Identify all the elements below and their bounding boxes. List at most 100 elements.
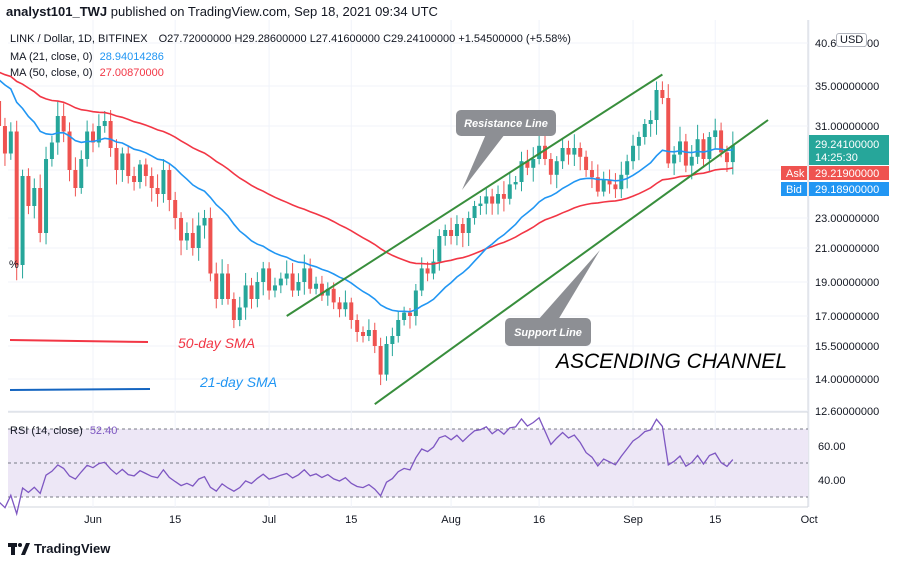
time-tick-label: Oct (801, 514, 818, 526)
price-tick-label: 31.00000000 (815, 121, 879, 133)
candle-body (132, 176, 137, 182)
candle-body (272, 285, 277, 291)
candle-body (243, 285, 248, 308)
candle-body (648, 120, 653, 124)
channel-annotation: ASCENDING CHANNEL (554, 350, 787, 373)
time-tick-label: 15 (709, 514, 721, 526)
bid-value: 29.18900000 (815, 184, 879, 196)
currency-button[interactable]: USD (836, 33, 868, 47)
candle-body (325, 288, 330, 296)
ma50-legend[interactable]: MA (50, close, 0) 27.00870000 (10, 67, 164, 79)
candle-body (678, 141, 682, 155)
candle-body (707, 137, 712, 159)
candle-body (437, 236, 442, 262)
publish-info: published on TradingView.com, Sep 18, 20… (110, 4, 438, 19)
time-tick-label: Jul (262, 514, 276, 526)
candle-layer (0, 81, 735, 386)
candle-body (137, 164, 142, 182)
candle-body (108, 121, 113, 148)
candle-body (184, 233, 189, 241)
ask-label: Ask (786, 168, 805, 180)
candle-body (730, 145, 735, 163)
tradingview-logo[interactable]: TradingView (8, 541, 110, 556)
candle-body (255, 282, 260, 299)
candle-body (173, 200, 178, 218)
ma21-legend[interactable]: MA (21, close, 0) 28.94014286 (10, 51, 164, 63)
candle-body (55, 116, 60, 143)
candle-body (161, 170, 166, 194)
sma50-legend-line (9, 339, 149, 343)
candle-body (231, 299, 236, 320)
time-tick-label: Jun (84, 514, 102, 526)
candle-body (49, 142, 54, 159)
candle-body (507, 184, 512, 199)
candle-body (102, 121, 107, 126)
rsi-value: 52.40 (89, 425, 118, 437)
candle-body (560, 148, 565, 162)
candle-body (0, 101, 2, 126)
candle-body (237, 307, 242, 320)
support-callout: Support Line (505, 250, 600, 346)
candle-body (548, 159, 553, 175)
candle-body (642, 124, 647, 137)
rsi-tick-label: 60.00 (818, 441, 846, 453)
candle-body (202, 218, 207, 226)
candle-body (2, 126, 7, 154)
candle-body (14, 131, 19, 265)
time-tick-label: 15 (169, 514, 181, 526)
price-tick-label: 17.00000000 (815, 311, 879, 323)
ma50-label: MA (50, close, 0) (10, 67, 93, 79)
time-tick-label: Sep (623, 514, 643, 526)
candle-body (302, 268, 307, 282)
ma21-label: MA (21, close, 0) (10, 51, 93, 63)
candle-body (537, 145, 542, 159)
price-tick-label: 12.60000000 (815, 406, 879, 418)
candle-body (478, 203, 483, 206)
candle-body (126, 153, 131, 176)
candle-body (719, 130, 724, 153)
candle-body (584, 156, 589, 170)
candle-body (713, 130, 718, 137)
bid-label: Bid (786, 184, 802, 196)
candle-body (32, 188, 37, 206)
candle-body (226, 273, 231, 299)
candle-body (695, 139, 700, 157)
bid-badge: Bid 29.18900000 (781, 182, 889, 196)
candle-body (337, 302, 342, 310)
candle-body (278, 278, 283, 286)
candle-body (267, 268, 272, 291)
symbol-label[interactable]: LINK / Dollar, 1D, BITFINEX (10, 33, 148, 45)
candle-body (701, 139, 706, 159)
support-line (374, 119, 769, 405)
candle-body (155, 188, 160, 194)
tradingview-logo-icon (8, 542, 30, 555)
sma21-annotation: 21-day SMA (199, 374, 277, 390)
candle-body (190, 233, 195, 248)
ask-value: 29.21900000 (815, 168, 879, 180)
candle-body (525, 161, 530, 168)
candle-body (85, 131, 90, 159)
candle-body (578, 148, 583, 157)
candle-body (343, 302, 348, 310)
sma21-legend-line (9, 388, 151, 391)
candle-body (407, 312, 412, 316)
candle-body (683, 141, 688, 166)
author-name[interactable]: analyst101_TWJ (6, 4, 108, 19)
ohlc-values: O27.72000000 H29.28600000 L27.41600000 C… (158, 33, 571, 45)
candle-body (284, 273, 289, 279)
candle-body (355, 320, 360, 332)
candle-body (79, 159, 84, 188)
candle-body (38, 188, 43, 233)
candle-body (349, 302, 354, 320)
candle-body (120, 153, 125, 170)
candle-body (595, 177, 600, 192)
rsi-band-layer (8, 428, 808, 498)
candle-body (91, 131, 95, 143)
candle-body (331, 288, 336, 303)
candle-body (566, 148, 571, 155)
support-callout-label: Support Line (514, 327, 582, 339)
candle-body (372, 330, 377, 346)
time-tick-label: Aug (441, 514, 461, 526)
rsi-legend[interactable]: RSI (14, close) 52.40 (10, 425, 117, 437)
